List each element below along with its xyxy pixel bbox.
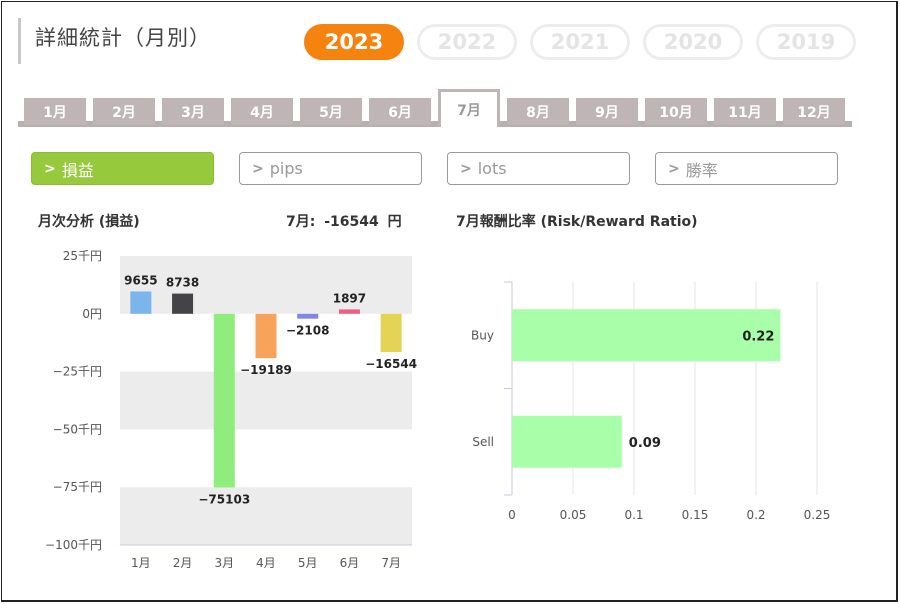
tab-month-9[interactable]: 9月 xyxy=(576,98,638,125)
chevron-right-icon: > xyxy=(252,160,264,177)
year-button-2021[interactable]: 2021 xyxy=(530,24,630,60)
current-month-summary: 7月: -16544 円 xyxy=(286,211,402,231)
metric-button-profit[interactable]: > 損益 xyxy=(31,152,214,185)
y-tick-label: 0円 xyxy=(82,307,102,321)
metric-button-label: 勝率 xyxy=(685,160,718,180)
tab-month-8[interactable]: 8月 xyxy=(507,98,569,125)
page-title: 詳細統計（月別） xyxy=(35,26,211,50)
x-tick-label: 0.1 xyxy=(624,508,643,522)
bar-5[interactable] xyxy=(297,313,319,319)
bar-6[interactable] xyxy=(338,309,360,314)
tab-month-6[interactable]: 6月 xyxy=(369,98,431,125)
data-label: 0.22 xyxy=(742,329,774,344)
rr-bar-chart: 0 0.05 0.1 0.15 0.2 0.25 Buy 0.22 Sell 0.09 xyxy=(471,281,831,522)
data-label: −75103 xyxy=(198,492,250,506)
rr-chart-title: 7月報酬比率 (Risk/Reward Ratio) xyxy=(456,214,698,230)
x-tick-label: 1月 xyxy=(131,556,151,570)
bar-7[interactable] xyxy=(380,313,402,353)
metric-button-lots[interactable]: > lots xyxy=(447,152,630,185)
metric-button-label: 損益 xyxy=(61,160,94,180)
month-tabs: 1月 2月 3月 4月 5月 6月 7月 8月 9月 10月 11月 12月 xyxy=(18,89,852,127)
x-tick-label: 0 xyxy=(508,508,516,522)
grid-band xyxy=(120,256,412,314)
y-tick-label: Buy xyxy=(471,328,494,342)
data-label: −16544 xyxy=(365,357,417,371)
bar-sell[interactable] xyxy=(512,415,622,468)
tab-month-2[interactable]: 2月 xyxy=(93,98,155,125)
grid-band xyxy=(120,371,412,430)
grid-band xyxy=(120,487,412,545)
bar-1[interactable] xyxy=(130,291,152,314)
chevron-right-icon: > xyxy=(44,160,56,177)
year-button-2022[interactable]: 2022 xyxy=(417,24,517,60)
x-tick-label: 2月 xyxy=(173,556,193,570)
y-tick-label: 25千円 xyxy=(63,249,102,263)
year-button-2023[interactable]: 2023 xyxy=(304,24,404,60)
y-tick-label: −75千円 xyxy=(53,480,102,494)
y-tick-label: −50千円 xyxy=(53,422,102,436)
x-tick-label: 5月 xyxy=(298,556,318,570)
bar-3[interactable] xyxy=(213,313,235,488)
data-label: 8738 xyxy=(166,276,199,290)
x-tick-label: 0.2 xyxy=(746,508,765,522)
metric-button-winrate[interactable]: > 勝率 xyxy=(655,152,838,185)
metric-button-pips[interactable]: > pips xyxy=(239,152,422,185)
y-tick-label: −25千円 xyxy=(53,365,102,379)
bar-2[interactable] xyxy=(172,293,194,314)
year-button-2019[interactable]: 2019 xyxy=(756,24,856,60)
tab-month-12[interactable]: 12月 xyxy=(783,98,845,125)
x-tick-label: 3月 xyxy=(214,556,234,570)
data-label: −2108 xyxy=(286,324,329,338)
tab-month-1[interactable]: 1月 xyxy=(24,98,86,125)
chevron-right-icon: > xyxy=(668,160,680,177)
page-title-block: 詳細統計（月別） xyxy=(18,18,211,64)
data-label: 0.09 xyxy=(629,436,661,451)
y-tick-label: Sell xyxy=(472,435,494,449)
x-tick-label: 0.15 xyxy=(682,508,709,522)
tab-month-10[interactable]: 10月 xyxy=(645,98,707,125)
tab-month-4[interactable]: 4月 xyxy=(231,98,293,125)
y-tick-label: −100千円 xyxy=(45,538,102,552)
monthly-chart-title: 月次分析 (損益) xyxy=(38,214,140,230)
tab-month-3[interactable]: 3月 xyxy=(162,98,224,125)
tab-month-11[interactable]: 11月 xyxy=(714,98,776,125)
metric-button-label: pips xyxy=(269,159,303,178)
year-button-2020[interactable]: 2020 xyxy=(643,24,743,60)
tab-month-5[interactable]: 5月 xyxy=(300,98,362,125)
current-month-value: -16544 xyxy=(324,214,379,230)
x-tick-label: 7月 xyxy=(381,556,401,570)
tab-month-7[interactable]: 7月 xyxy=(438,89,500,127)
bar-4[interactable] xyxy=(255,313,277,359)
data-label: 9655 xyxy=(124,273,157,287)
chevron-right-icon: > xyxy=(460,160,472,177)
current-month-label: 7月: xyxy=(286,214,316,230)
data-label: −19189 xyxy=(240,363,292,377)
data-label: 1897 xyxy=(333,291,366,305)
year-selector: 2023 2022 2021 2020 2019 xyxy=(304,24,856,60)
x-tick-label: 0.05 xyxy=(560,508,587,522)
x-tick-label: 4月 xyxy=(256,556,276,570)
monthly-bar-chart: 25千円 0円 −25千円 −50千円 −75千円 −100千円 9655 1月 8738 2月 −… xyxy=(45,249,417,570)
bar-buy[interactable] xyxy=(512,309,781,362)
x-tick-label: 0.25 xyxy=(804,508,831,522)
metric-button-label: lots xyxy=(477,159,507,178)
current-month-unit: 円 xyxy=(387,214,402,230)
x-tick-label: 6月 xyxy=(340,556,360,570)
